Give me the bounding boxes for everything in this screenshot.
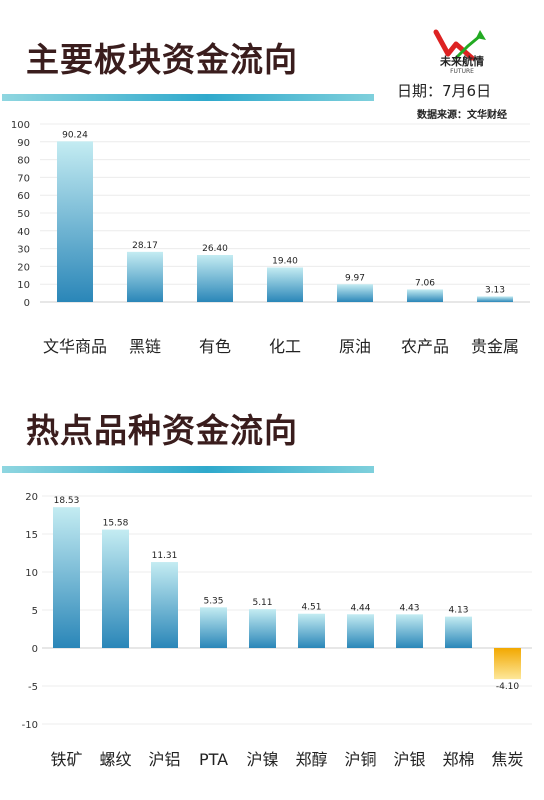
bar (200, 607, 227, 648)
logo-subtext: FUTURE (450, 68, 474, 75)
data-label: 4.51 (301, 603, 321, 613)
bar (347, 614, 374, 648)
y-tick-label: 10 (17, 280, 30, 291)
data-label: 18.53 (54, 496, 80, 506)
y-tick-label: -5 (28, 682, 38, 693)
category-label: 铁矿 (50, 750, 82, 769)
category-label: 贵金属 (471, 337, 519, 356)
y-tick-label: 80 (17, 156, 30, 167)
y-tick-label: 50 (17, 209, 30, 220)
category-label: 有色 (199, 337, 231, 356)
bar (396, 614, 423, 648)
y-tick-label: 10 (25, 568, 38, 579)
y-tick-label: 100 (11, 120, 30, 131)
data-label: 19.40 (272, 256, 298, 266)
y-tick-label: -10 (22, 720, 38, 731)
bar (102, 529, 129, 648)
bar (127, 251, 163, 302)
sector-flow-title: 主要板块资金流向 (26, 40, 298, 79)
bar (407, 289, 443, 302)
sector-flow-chart: 0 10 20 30 40 50 60 70 80 90 100 90.24 文华商品 28.17 黑链 26… (11, 120, 530, 356)
y-tick-label: 70 (17, 173, 30, 184)
hot-variety-flow-title: 热点品种资金流向 (26, 411, 298, 450)
category-label: 焦炭 (491, 750, 523, 769)
data-source-label: 数据来源：文华财经 (417, 110, 507, 121)
y-tick-label: 30 (17, 245, 30, 256)
bar (337, 284, 373, 302)
data-label: 7.06 (415, 278, 435, 288)
data-label: 15.58 (103, 519, 129, 529)
data-label: -4.10 (496, 682, 520, 692)
category-label: 文华商品 (43, 337, 107, 356)
category-label: PTA (199, 750, 228, 769)
y-tick-label: 60 (17, 191, 30, 202)
data-label: 4.13 (448, 606, 468, 616)
bar (494, 648, 521, 680)
y-tick-label: 20 (17, 262, 30, 273)
bar (267, 267, 303, 302)
data-label: 4.44 (350, 603, 370, 613)
bar (477, 296, 513, 302)
category-label: 黑链 (129, 337, 161, 356)
category-label: 沪铝 (148, 750, 180, 769)
y-tick-label: 5 (32, 606, 38, 617)
category-label: 原油 (339, 337, 371, 356)
data-label: 5.11 (252, 598, 272, 608)
y-tick-label: 90 (17, 138, 30, 149)
category-label: 沪铜 (344, 750, 376, 769)
data-label: 28.17 (132, 241, 158, 251)
y-tick-label: 0 (32, 644, 38, 655)
data-label: 5.35 (203, 596, 223, 606)
logo-text: 未来航情 (440, 55, 484, 68)
bar (197, 255, 233, 302)
y-tick-label: 0 (24, 298, 30, 309)
bar (249, 609, 276, 648)
data-label: 90.24 (62, 130, 88, 140)
y-tick-label: 15 (25, 530, 38, 541)
category-label: 螺纹 (99, 750, 131, 769)
title-band-2 (2, 466, 374, 473)
bar (298, 613, 325, 648)
bar (151, 562, 178, 648)
bar (53, 507, 80, 648)
rising-arrow-logo-icon (433, 29, 486, 61)
data-label: 26.40 (202, 244, 228, 254)
hot-variety-flow-chart: -10 -5 0 5 10 15 20 18.53 铁矿 15.58 螺纹 11.31 沪铝 5.35 PT… (22, 492, 532, 769)
category-label: 农产品 (401, 337, 449, 356)
category-label: 郑棉 (442, 750, 474, 769)
data-label: 4.43 (399, 603, 419, 613)
data-label: 9.97 (345, 273, 365, 283)
category-label: 化工 (269, 337, 301, 356)
category-label: 郑醇 (295, 750, 327, 769)
bar (445, 616, 472, 648)
title-band-1 (2, 94, 374, 101)
data-label: 3.13 (485, 285, 505, 295)
data-label: 11.31 (152, 551, 178, 561)
category-label: 沪镍 (246, 750, 278, 769)
date-label: 日期：7月6日 (397, 82, 492, 100)
category-label: 沪银 (393, 750, 425, 769)
y-tick-label: 20 (25, 492, 38, 503)
y-tick-label: 40 (17, 227, 30, 238)
bar (57, 141, 93, 302)
